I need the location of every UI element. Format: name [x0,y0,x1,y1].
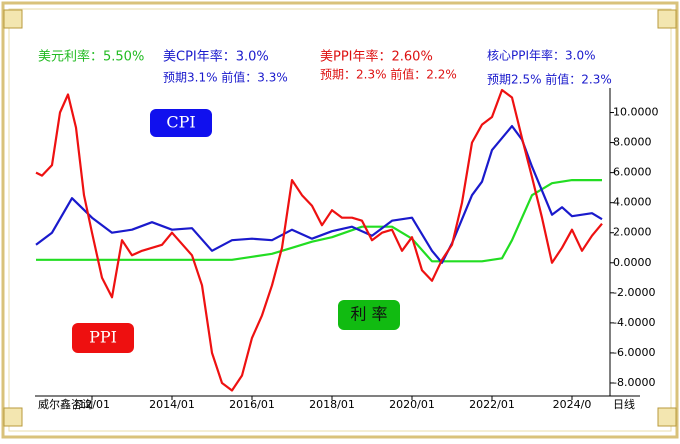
y-tick-label: -6.0000 [613,346,655,359]
frame-inner [8,8,672,432]
series-line [35,125,603,264]
x-tick-label: 2014/01 [149,398,195,411]
ppi-header: 美PPI年率：2.60% [320,49,433,65]
y-tick-label: 10.0000 [613,106,659,119]
rate-badge [338,300,400,330]
x-tick-label: )12/01 [74,398,110,411]
corner-ornaments [3,9,677,427]
cpi-sub: 预期3.1% 前值：3.3% [163,70,288,85]
ppi-sub: 预期：2.3% 前值：2.2% [320,67,457,82]
x-tick-label: 2020/01 [389,398,435,411]
cpi-badge [150,109,212,137]
cpi-header: 美CPI年率：3.0% [163,49,269,65]
y-tick-label: -2.0000 [613,286,655,299]
ppi-badge [72,323,134,353]
y-tick-label: -4.0000 [613,316,655,329]
x-tick-label: 2024/0 [553,398,592,411]
rate-badge-text: 利 率 [350,305,387,324]
ppi-badge-text: PPI [89,328,117,347]
y-tick-label: 2.0000 [613,226,652,239]
core-header: 核心PPI年率：3.0% [487,48,596,63]
cpi-badge-text: CPI [166,113,195,132]
x-tick-label: 2022/01 [469,398,515,411]
core-sub: 预期2.5% 前值：2.3% [487,72,612,87]
x-tick-label: 2018/01 [309,398,355,411]
y-tick-label: 0.0000 [613,256,652,269]
rate-header: 美元利率：5.50% [38,49,144,65]
y-tick-label: 4.0000 [613,196,652,209]
source-label: 威尔鑫咨询 [38,397,93,411]
x-tick-label: 2016/01 [229,398,275,411]
y-tick-label: 6.0000 [613,166,652,179]
series-line [35,88,603,392]
y-tick-label: 8.0000 [613,136,652,149]
period-label: 日线 [613,397,635,411]
y-tick-label: -8.0000 [613,376,655,389]
